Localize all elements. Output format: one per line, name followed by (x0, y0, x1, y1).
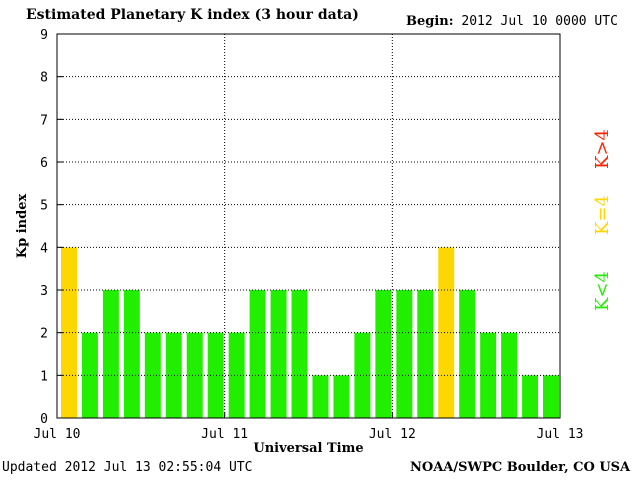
y-tick-label-9: 9 (40, 28, 48, 43)
bar-19 (459, 290, 476, 418)
bar-13 (333, 375, 350, 418)
bar-7 (207, 332, 224, 418)
y-tick-label-6: 6 (40, 156, 48, 171)
bar-5 (165, 332, 182, 418)
x-tick-label-1: Jul 11 (201, 427, 248, 442)
bar-4 (144, 332, 161, 418)
x-tick-label-2: Jul 12 (369, 427, 416, 442)
x-axis-label: Universal Time (253, 441, 363, 456)
bar-18 (438, 247, 455, 418)
legend-group: K>4 K=4 K<4 (592, 129, 613, 311)
begin-label: Begin: (406, 14, 454, 29)
grid-group (57, 34, 560, 418)
bar-15 (375, 290, 392, 418)
bar-3 (123, 290, 140, 418)
y-tick-label-3: 3 (40, 284, 48, 299)
y-ticks-group: 0 1 2 3 4 5 6 7 8 9 (40, 28, 63, 427)
bar-20 (480, 332, 497, 418)
updated-timestamp: Updated 2012 Jul 13 02:55:04 UTC (2, 460, 253, 475)
bar-9 (249, 290, 266, 418)
bar-1 (81, 332, 98, 418)
bar-22 (522, 375, 539, 418)
y-tick-label-2: 2 (40, 327, 48, 342)
legend-item-2: K<4 (592, 271, 613, 311)
y-tick-label-7: 7 (40, 113, 48, 128)
y-tick-label-8: 8 (40, 71, 48, 86)
bars-group (61, 247, 559, 418)
begin-value: 2012 Jul 10 0000 UTC (461, 14, 618, 29)
bar-23 (543, 375, 559, 418)
bar-2 (102, 290, 119, 418)
bar-6 (186, 332, 203, 418)
y-tick-label-0: 0 (40, 412, 48, 427)
legend-item-1: K=4 (592, 195, 613, 235)
legend-item-0: K>4 (592, 129, 613, 169)
y-tick-label-1: 1 (40, 369, 48, 384)
kp-chart: 0 1 2 3 4 5 6 7 8 9 Jul 10 Jul 11 Jul 12 Jul 13 Univ… (15, 28, 613, 456)
x-tick-label-0: Jul 10 (34, 427, 81, 442)
bar-8 (228, 332, 245, 418)
bar-14 (354, 332, 371, 418)
bar-12 (312, 375, 329, 418)
bar-16 (396, 290, 413, 418)
bar-10 (270, 290, 287, 418)
begin-time: Begin: 2012 Jul 10 0000 UTC (406, 14, 618, 29)
source-credit: NOAA/SWPC Boulder, CO USA (410, 460, 631, 475)
y-axis-label: Kp index (15, 194, 30, 259)
x-tick-label-3: Jul 13 (537, 427, 584, 442)
chart-title: Estimated Planetary K index (3 hour data… (26, 7, 359, 23)
bar-11 (291, 290, 308, 418)
x-ticks-group: Jul 10 Jul 11 Jul 12 Jul 13 (34, 412, 584, 442)
bar-21 (501, 332, 518, 418)
y-tick-label-5: 5 (40, 199, 48, 214)
plot-frame (56, 33, 561, 419)
y-tick-label-4: 4 (40, 241, 48, 256)
bar-17 (417, 290, 434, 418)
